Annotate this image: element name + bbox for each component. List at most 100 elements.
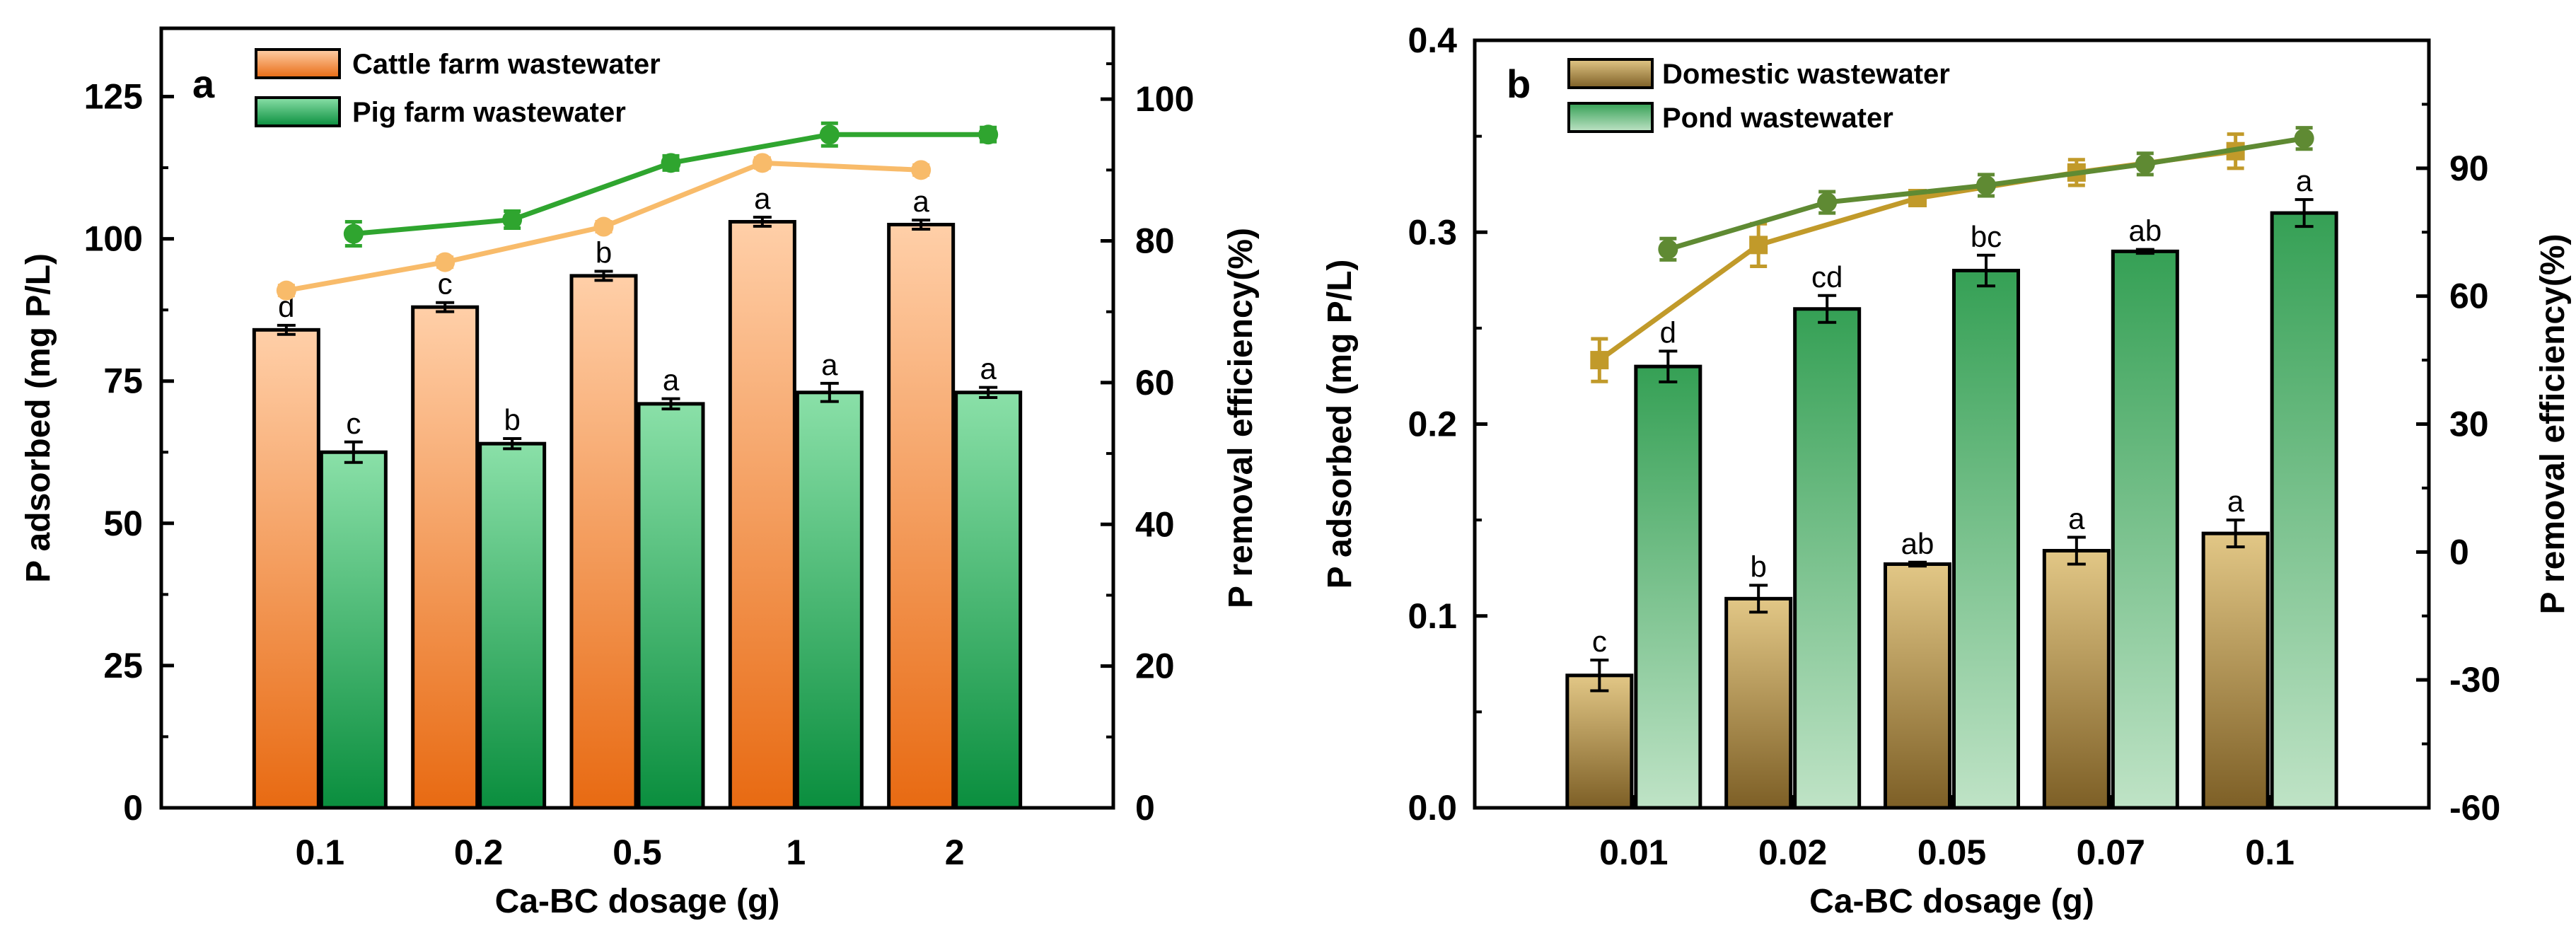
bar bbox=[2270, 211, 2338, 810]
panel-label: a bbox=[192, 62, 215, 106]
x-axis-title: Ca-BC dosage (g) bbox=[495, 883, 780, 920]
bar bbox=[795, 390, 864, 810]
bar bbox=[569, 274, 638, 810]
efficiency-marker bbox=[1658, 239, 1678, 260]
efficiency-marker bbox=[1590, 351, 1609, 370]
bar bbox=[252, 328, 320, 810]
efficiency-marker bbox=[2294, 128, 2314, 149]
y2-tick-label: 40 bbox=[1135, 504, 1175, 544]
bar bbox=[1565, 673, 1634, 810]
bar bbox=[887, 223, 956, 810]
y-tick-label: 125 bbox=[84, 77, 143, 117]
efficiency-marker bbox=[343, 224, 364, 244]
legend-label: Pond wastewater bbox=[1662, 103, 1893, 134]
y2-tick-label: 0 bbox=[2449, 532, 2469, 572]
efficiency-marker bbox=[1976, 175, 1996, 195]
y2-tick-label: 0 bbox=[1135, 788, 1155, 828]
legend-swatch bbox=[1567, 102, 1654, 133]
bar bbox=[319, 450, 388, 810]
bar bbox=[478, 441, 547, 810]
efficiency-marker bbox=[2135, 153, 2155, 174]
y2-tick-label: 60 bbox=[2449, 277, 2489, 316]
bar bbox=[2042, 549, 2111, 810]
legend-swatch bbox=[255, 96, 341, 127]
x-tick-label: 0.02 bbox=[1758, 833, 1827, 872]
x-tick-label: 2 bbox=[945, 833, 965, 872]
bar bbox=[1634, 364, 1702, 810]
bar bbox=[1793, 307, 1862, 810]
x-tick-label: 0.5 bbox=[613, 833, 662, 872]
y2-tick-label: -30 bbox=[2449, 660, 2500, 700]
bar bbox=[411, 305, 480, 810]
y2-tick-label: 80 bbox=[1135, 221, 1175, 261]
x-tick-label: 0.05 bbox=[1918, 833, 1986, 872]
efficiency-line bbox=[353, 132, 989, 237]
efficiency-marker bbox=[752, 153, 772, 173]
significance-label: a bbox=[2068, 502, 2085, 535]
y-tick-label: 25 bbox=[103, 646, 143, 685]
bar bbox=[2201, 531, 2270, 810]
bar bbox=[1884, 562, 1951, 810]
x-axis-title: Ca-BC dosage (g) bbox=[1809, 883, 2094, 920]
bar bbox=[2111, 249, 2179, 810]
legend-label: Pig farm wastewater bbox=[352, 97, 626, 128]
x-tick-label: 0.01 bbox=[1599, 833, 1668, 872]
y2-tick-label: 30 bbox=[2449, 405, 2489, 444]
efficiency-marker bbox=[819, 124, 840, 145]
significance-label: d bbox=[1660, 315, 1676, 349]
y-tick-label: 0.0 bbox=[1408, 788, 1457, 828]
significance-label: b bbox=[596, 236, 612, 269]
y-tick-label: 0 bbox=[123, 788, 143, 828]
legend-swatch bbox=[255, 48, 341, 79]
efficiency-marker bbox=[593, 216, 614, 237]
significance-label: b bbox=[504, 403, 520, 436]
legend-label: Domestic wastewater bbox=[1662, 59, 1950, 90]
significance-label: a bbox=[2227, 485, 2244, 518]
bar bbox=[1952, 269, 2020, 810]
significance-label: ab bbox=[2128, 214, 2162, 248]
y-tick-label: 50 bbox=[103, 504, 143, 543]
x-tick-label: 0.2 bbox=[454, 833, 504, 872]
efficiency-marker bbox=[1749, 236, 1768, 255]
efficiency-marker bbox=[911, 160, 932, 180]
x-tick-label: 0.07 bbox=[2077, 833, 2145, 872]
y-axis-title: P adsorbed (mg P/L) bbox=[1321, 260, 1359, 589]
panel-label: b bbox=[1507, 62, 1531, 106]
significance-label: a bbox=[754, 182, 771, 215]
significance-label: a bbox=[980, 352, 997, 386]
efficiency-marker bbox=[276, 280, 296, 301]
y2-axis-title: P removal efficiency(%) bbox=[1222, 228, 1260, 608]
y2-tick-label: 100 bbox=[1135, 79, 1194, 119]
y-tick-label: 0.4 bbox=[1408, 21, 1457, 60]
bar bbox=[728, 219, 796, 810]
x-tick-label: 0.1 bbox=[2245, 833, 2294, 872]
bar bbox=[1724, 596, 1793, 810]
y-tick-label: 100 bbox=[84, 219, 143, 259]
y-tick-label: 75 bbox=[103, 361, 143, 401]
significance-label: b bbox=[1750, 550, 1766, 583]
y-tick-label: 0.3 bbox=[1408, 212, 1457, 252]
efficiency-marker bbox=[978, 124, 999, 145]
x-tick-label: 1 bbox=[786, 833, 806, 872]
significance-label: a bbox=[821, 348, 838, 381]
significance-label: c bbox=[1592, 625, 1607, 658]
significance-label: a bbox=[2296, 164, 2313, 197]
y2-tick-label: 20 bbox=[1135, 647, 1175, 686]
efficiency-marker bbox=[435, 252, 456, 272]
y-tick-label: 0.2 bbox=[1408, 405, 1457, 444]
efficiency-marker bbox=[661, 153, 681, 173]
significance-label: c bbox=[438, 267, 453, 301]
significance-label: a bbox=[663, 364, 680, 397]
bar bbox=[637, 402, 705, 810]
y2-tick-label: -60 bbox=[2449, 788, 2500, 828]
legend-swatch bbox=[1567, 58, 1654, 89]
efficiency-marker bbox=[502, 209, 523, 230]
y2-tick-label: 60 bbox=[1135, 363, 1175, 402]
x-tick-label: 0.1 bbox=[296, 833, 345, 872]
significance-label: bc bbox=[1971, 220, 2002, 253]
significance-label: a bbox=[912, 185, 929, 218]
bar bbox=[954, 390, 1023, 810]
y2-tick-label: 90 bbox=[2449, 149, 2489, 188]
